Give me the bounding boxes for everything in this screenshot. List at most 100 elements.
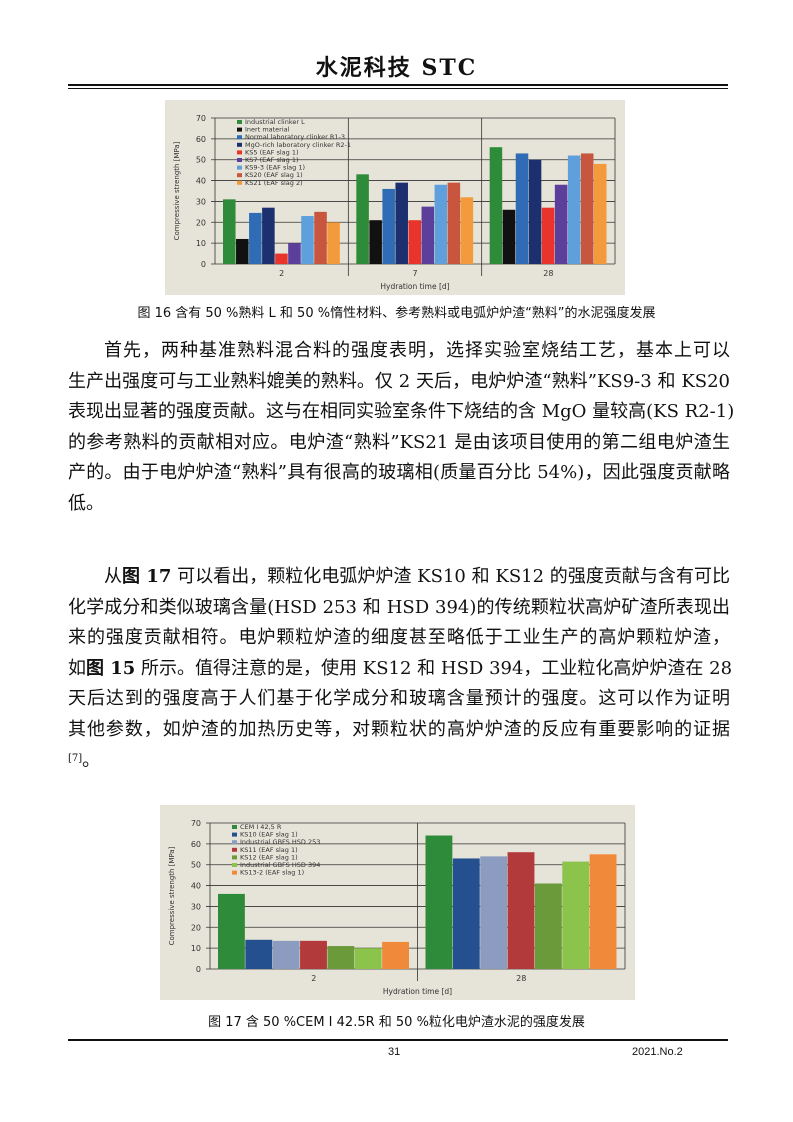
legend-swatch [237,120,242,124]
bar [589,854,617,969]
figure-15-ref: 图 15 [86,657,136,679]
y-tick-label: 0 [196,965,201,974]
bar [369,220,382,264]
legend-label: Industrial GBFS HSD 253 [240,838,320,846]
y-axis-label: Compressive strength [MPa] [173,141,181,240]
bar [460,197,474,264]
journal-header-title: 水泥科技 STC [315,55,478,81]
legend-swatch [232,825,237,829]
legend-label: Inert material [245,126,290,134]
legend-swatch [237,127,242,132]
legend-swatch [232,870,237,875]
y-tick-label: 30 [196,197,206,206]
legend-label: Normal laboratory clinker R1-3 [245,133,345,141]
legend-label: KS7 (EAF slag 1) [245,156,299,164]
bar [272,940,300,969]
bar [567,155,581,264]
y-tick-label: 30 [191,902,201,911]
y-tick-label: 60 [196,135,206,144]
text-line: 首先，两种基准熟料混合料的强度表明，选择实验室烧结工艺，基本上可以 [104,340,730,361]
legend-swatch [237,150,242,155]
x-axis-label: Hydration time [d] [383,987,452,996]
legend-label: KS13-2 (EAF slag 1) [240,869,304,877]
figure-17-chart: 0 10 20 30 40 50 60 70 Compressive strength [MPa… [160,805,635,1000]
y-tick-label: 40 [191,882,201,891]
bar [354,948,382,969]
bar [408,220,422,264]
legend-swatch [237,135,242,140]
legend-swatch [232,832,237,837]
bar [434,184,448,264]
legend-label: KS5 (EAF slag 1) [245,148,299,156]
legend-swatch [237,173,242,178]
legend-label: KS11 (EAF slag 1) [240,846,298,854]
bar [236,238,249,264]
text-line: [7]。 [68,746,730,777]
legend-swatch [232,863,237,867]
bar [301,216,314,264]
bar [452,858,480,969]
bar [395,182,408,264]
bar [421,206,435,264]
text: 如 [68,657,86,679]
x-tick-label: 7 [412,269,417,278]
legend-label: KS10 (EAF slag 1) [240,831,298,839]
page-number: 31 [388,1046,401,1058]
legend-swatch [232,847,237,852]
bar [507,852,535,969]
legend-swatch [232,855,237,860]
bar [262,207,275,264]
y-tick-label: 50 [191,861,201,870]
text-line: 从图 17 可以看出，颗粒化电弧炉炉渣 KS10 和 KS12 的强度贡献与含有… [68,562,730,593]
bar [447,182,461,264]
bar [580,153,594,264]
figure-16-caption: 图 16 含有 50 %熟料 L 和 50 %惰性材料、参考熟料或电弧炉炉渣“熟… [137,306,656,321]
legend-swatch [237,158,242,162]
x-tick-label: 28 [516,974,526,983]
legend-label: MgO-rich laboratory clinker R2-1 [245,141,351,149]
bar [314,211,327,264]
y-tick-label: 10 [191,944,201,953]
bar [327,222,340,264]
bar [245,939,273,969]
legend-label: KS21 (EAF slag 2) [245,179,303,187]
citation-ref: [7] [68,752,83,764]
text-line: 表现出显著的强度贡献。这与在相同实验室条件下烧结的含 MgO 量较高(KS R2… [68,401,735,423]
bar [288,243,301,264]
legend-label: KS12 (EAF slag 1) [240,853,298,861]
x-tick-label: 2 [311,974,316,983]
issue-label: 2021.No.2 [632,1046,683,1058]
text-line: 低。 [68,492,104,514]
bar [480,856,508,969]
footer-rule [68,1039,728,1041]
text-line: 天后达到的强度高于人们基于化学成分和玻璃含量预计的强度。这可以作为证明 [68,688,730,710]
bar [541,207,555,264]
bar [356,174,369,264]
legend-label: CEM I 42,5 R [240,823,282,831]
figure-16-chart: 0 10 20 30 40 50 60 70 Compressive strength [MPa… [165,100,625,295]
bar [489,147,503,264]
y-tick-label: 60 [191,840,201,849]
legend-label: Industrial GBFS HSD 394 [240,861,320,869]
y-tick-label: 0 [201,260,206,269]
figure-17-ref: 图 17 [122,566,172,587]
legend-swatch [232,840,237,845]
legend-swatch [237,142,242,147]
text-line: 的参考熟料的贡献相对应。电炉渣“熟料”KS21 是由该项目使用的第二组电炉渣生 [68,431,730,453]
y-tick-label: 50 [196,156,206,165]
header-rule-thin [68,88,728,89]
bar [502,209,516,264]
header-rule [68,84,728,86]
y-axis-label: Compressive strength [MPa] [168,846,176,945]
bar [562,861,590,969]
y-tick-label: 70 [191,819,201,828]
bar [249,212,262,264]
y-tick-label: 70 [196,114,206,123]
text-line: 化学成分和类似玻璃含量(HSD 253 和 HSD 394)的传统颗粒状高炉矿渣… [68,596,730,618]
bar [528,159,542,264]
text: 可以看出，颗粒化电弧炉炉渣 KS10 和 KS12 的强度贡献与含有可比 [171,566,730,587]
bar [515,153,529,264]
text-line: 来的强度贡献相符。电炉颗粒炉渣的细度甚至略低于工业生产的高炉颗粒炉渣， [68,627,730,649]
legend-swatch [237,180,242,185]
x-axis-label: Hydration time [d] [380,282,449,291]
